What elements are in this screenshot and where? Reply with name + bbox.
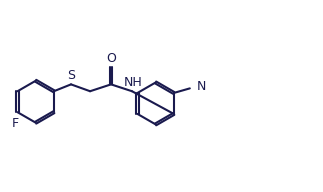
Text: O: O	[106, 51, 116, 65]
Text: N: N	[197, 80, 206, 93]
Text: NH: NH	[124, 76, 143, 89]
Text: S: S	[67, 69, 75, 82]
Text: F: F	[12, 117, 19, 130]
